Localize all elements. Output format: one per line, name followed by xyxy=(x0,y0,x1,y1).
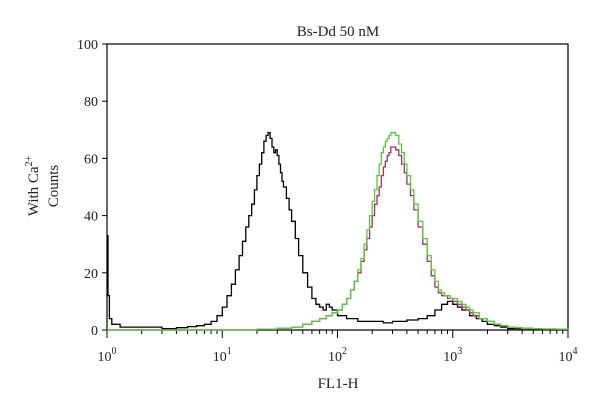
series-group xyxy=(107,132,569,331)
x-tick-label: 104 xyxy=(559,346,578,365)
y-tick-label: 60 xyxy=(84,152,98,167)
x-axis-title: FL1-H xyxy=(318,376,359,392)
y-tick-label: 80 xyxy=(84,95,98,110)
y-tick-label: 20 xyxy=(84,267,98,282)
svg-text:With Ca2+: With Ca2+ xyxy=(24,155,42,216)
x-tick-label: 103 xyxy=(443,346,462,365)
y-axis-title-line1: With Ca xyxy=(26,166,42,216)
y-axis-title: With Ca2+ Counts xyxy=(24,155,62,216)
series-line-0 xyxy=(107,132,568,331)
x-tick-label: 100 xyxy=(98,346,117,365)
x-tick-label: 102 xyxy=(328,346,347,365)
series-line-2 xyxy=(107,132,569,331)
y-tick-label: 40 xyxy=(84,210,98,225)
x-tick-label: 101 xyxy=(213,346,232,365)
chart-title: Bs-Dd 50 nM xyxy=(297,24,380,40)
axis-ticks: 0 20 40 60 80 100 100 101 102 103 104 xyxy=(77,38,578,365)
y-axis-title-sup: 2+ xyxy=(24,155,35,166)
plot-frame xyxy=(106,43,569,331)
y-tick-label: 0 xyxy=(91,324,98,339)
series-line-1 xyxy=(107,146,569,331)
y-axis-title-line2: Counts xyxy=(46,165,62,208)
y-tick-label: 100 xyxy=(77,38,98,53)
